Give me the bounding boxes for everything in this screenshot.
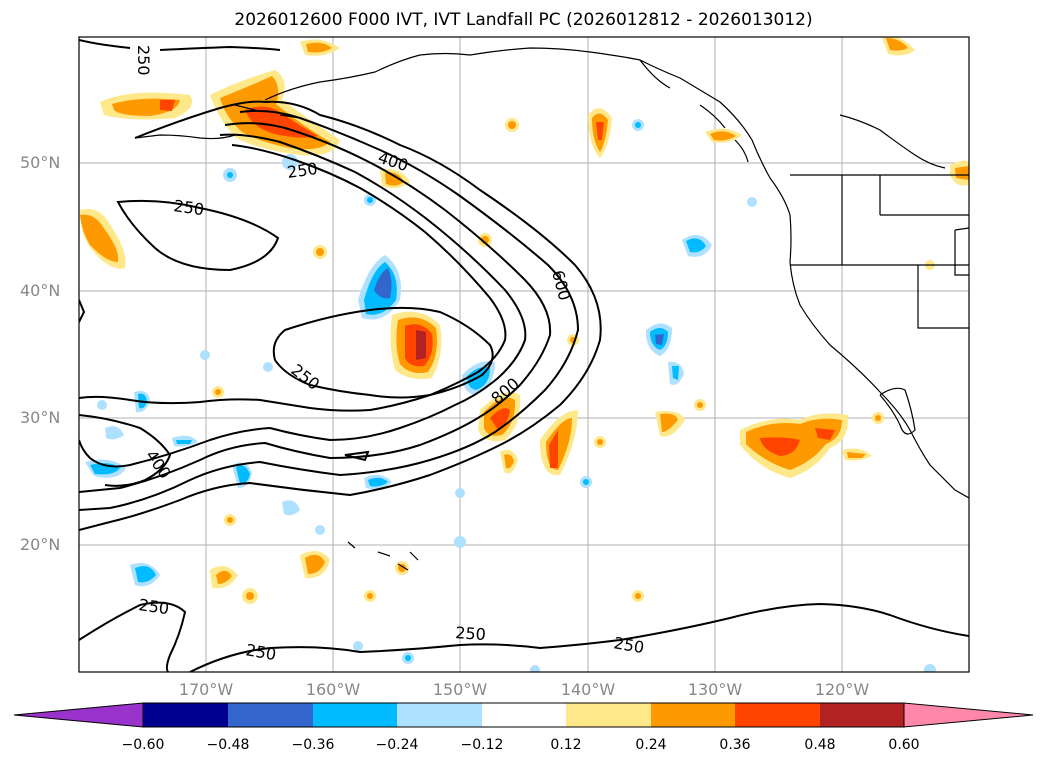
contour-label: 250 [288,360,324,394]
colorbar-high-extension [903,702,1034,728]
lon-label: 140°W [560,680,616,699]
contour-label: 250 [137,595,170,618]
colorbar-tick-label: 0.60 [888,737,920,753]
lon-label: 170°W [178,680,234,699]
lon-label: 130°W [687,680,743,699]
colorbar-segment [651,703,735,727]
colorbar-tick-label: 0.12 [550,737,582,753]
colorbar [13,702,1034,728]
colorbar-tick-label: 0.24 [635,737,667,753]
colorbar-segment [397,703,482,727]
map-frame [78,36,970,673]
colorbar-tick-label: 0.36 [719,737,751,753]
colorbar-low-extension [13,702,144,728]
ivt-contours [79,39,969,672]
contour-label: 250 [134,45,153,76]
contour-label: 600 [548,268,574,302]
colorbar-tick-label: 0.48 [804,737,836,753]
map-title: 2026012600 F000 IVT, IVT Landfall PC (20… [234,10,813,30]
lon-label: 160°W [305,680,361,699]
lon-label: 150°W [432,680,488,699]
colorbar-tick-label: −0.12 [460,737,504,753]
colorbar-segment [313,703,397,727]
lon-label: 120°W [814,680,870,699]
colorbar-tick-label: −0.48 [206,737,250,753]
colorbar-segment [566,703,651,727]
lat-label: 50°N [20,153,61,172]
colorbar-segment [735,703,820,727]
lat-label: 40°N [20,281,61,300]
coastlines [134,47,969,571]
contour-labels: 250 250 400 250 600 250 800 400 250 250 … [134,45,646,664]
colorbar-segment [820,703,904,727]
lat-label: 20°N [20,535,61,554]
contour-label: 250 [172,196,205,219]
colorbar-segment [143,703,228,727]
colorbar-tick-label: −0.60 [121,737,165,753]
contour-label: 250 [286,159,319,182]
lat-label: 30°N [20,408,61,427]
colorbar-segment [482,703,566,727]
colorbar-segment [228,703,313,727]
colorbar-tick-label: −0.24 [375,737,419,753]
contour-label: 400 [142,446,175,482]
positive-anomaly-fills [80,37,969,604]
contour-label: 250 [455,623,487,644]
contour-label: 250 [244,640,277,664]
contour-label: 250 [612,633,645,657]
colorbar-tick-label: −0.36 [291,737,335,753]
